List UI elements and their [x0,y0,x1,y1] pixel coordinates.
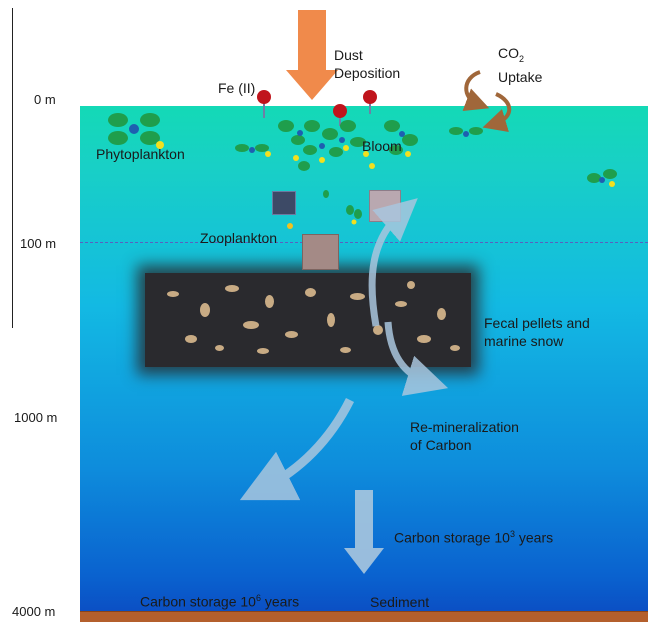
zooplankton-label: Zooplankton [200,230,278,246]
depth-label-1000m: 1000 m [14,410,58,425]
upwelling-arrow [368,198,418,327]
zooplankton-photo-3 [302,234,339,270]
dust-deposition-label: Dust Deposition [334,47,401,81]
remineralization-label: Re-mineralization of Carbon [410,419,519,453]
bloom-label: Bloom [362,138,402,154]
carbon-storage-1000yr-label: Carbon storage 103 years [394,529,554,546]
fecal-sinking-arrow [384,321,449,396]
co2-uptake-arrow-right [482,92,512,133]
carbon-storage-arrow [344,490,384,574]
phytoplankton-cluster-left [108,113,164,149]
remineralization-arrow [239,397,355,501]
co2-uptake-label: CO2 Uptake [498,45,543,85]
carbon-storage-million-yr-label: Carbon storage 106 years [140,593,300,610]
sediment-layer [80,611,648,622]
depth-label-0m: 0 m [34,92,56,107]
phytoplankton-sinking [323,190,362,225]
zooplankton-marker [287,223,293,229]
depth-label-4000m: 4000 m [12,604,56,619]
depth-100m-line [80,242,648,243]
phytoplankton-cluster-a [235,144,271,157]
phytoplankton-label: Phytoplankton [96,146,185,162]
fe-label: Fe (II) [218,80,256,96]
fecal-pellets-label: Fecal pellets and marine snow [484,315,590,349]
fecal-pellets-photo [145,273,471,367]
zooplankton-photo-1 [272,191,296,215]
dust-deposition-arrow [286,10,338,100]
phytoplankton-cluster-right [449,127,483,137]
phytoplankton-cluster-far-right [587,169,617,187]
phytoplankton-bloom [278,120,418,171]
sediment-label: Sediment [370,594,430,610]
depth-axis [12,8,13,328]
depth-label-100m: 100 m [20,236,57,251]
co2-uptake-arrow-left [462,70,490,112]
iron-particles [257,90,377,126]
